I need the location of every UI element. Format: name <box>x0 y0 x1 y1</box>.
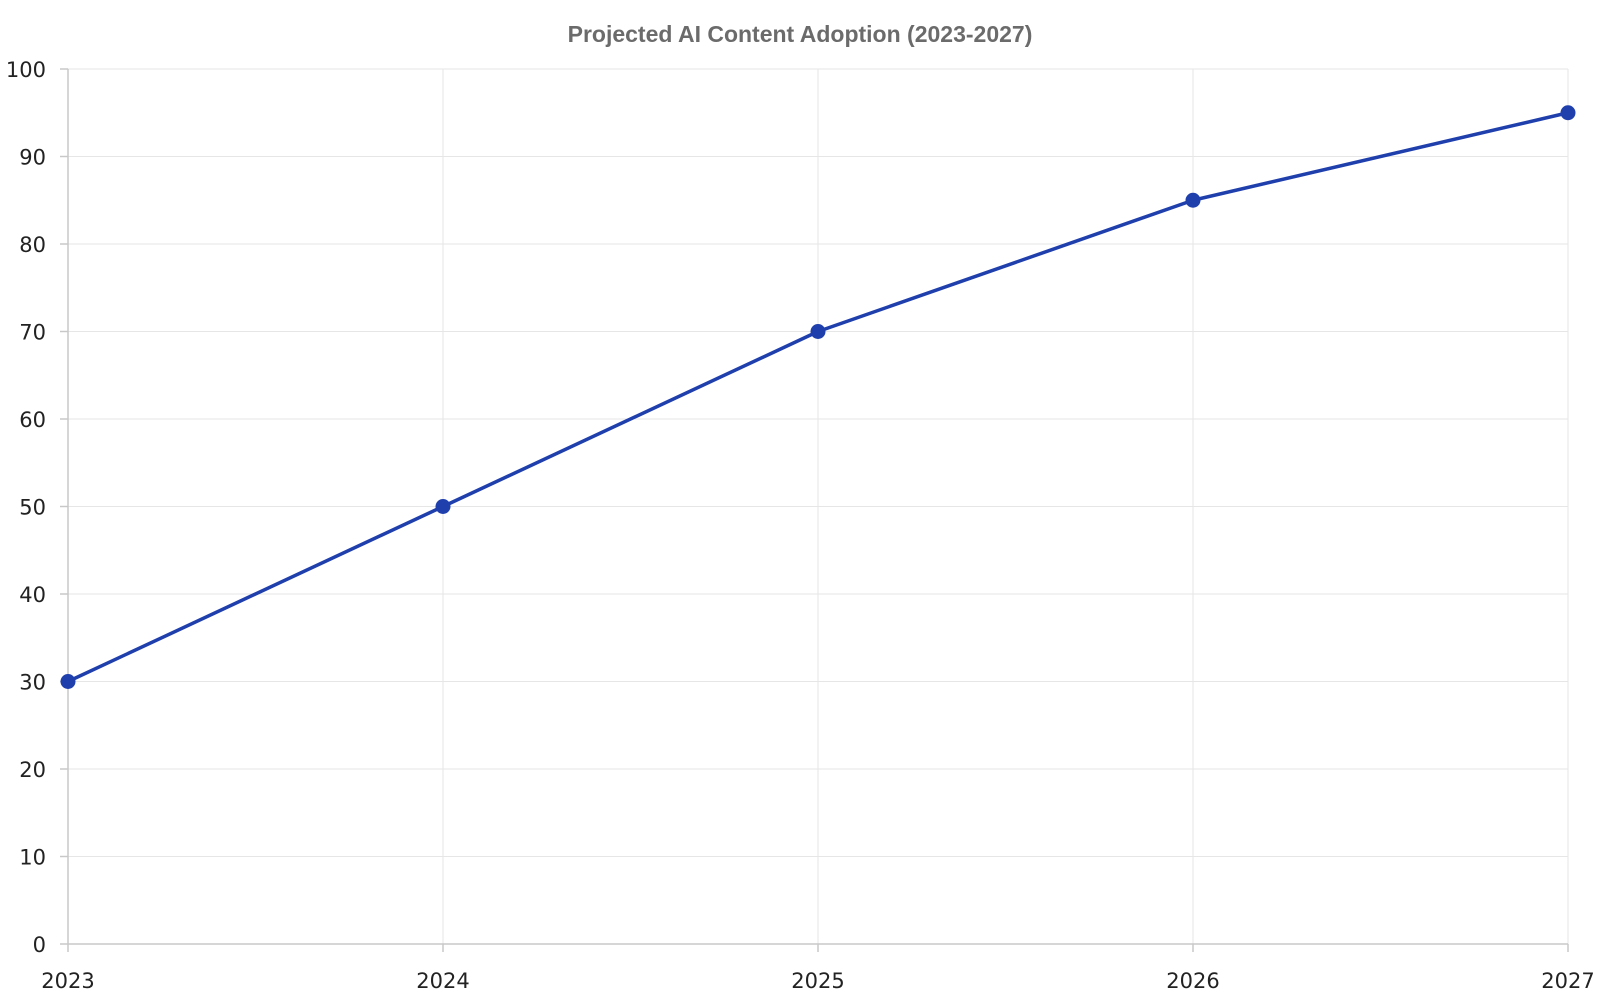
chart-title: Projected AI Content Adoption (2023-2027… <box>568 21 1033 47</box>
y-tick-label: 20 <box>19 758 46 782</box>
axes <box>60 68 1569 952</box>
y-tick-label: 0 <box>33 933 46 957</box>
x-tick-label: 2023 <box>41 969 94 993</box>
x-tick-label: 2025 <box>791 969 844 993</box>
data-point <box>1560 105 1576 121</box>
data-point <box>60 674 76 689</box>
data-point <box>810 324 826 339</box>
y-tick-label: 90 <box>19 146 46 170</box>
y-tick-label: 100 <box>6 58 46 82</box>
grid-lines <box>68 68 1569 944</box>
data-point <box>435 499 451 514</box>
y-tick-label: 60 <box>19 408 46 432</box>
x-tick-label: 2027 <box>1541 969 1594 993</box>
y-tick-label: 10 <box>19 846 46 870</box>
y-tick-label: 30 <box>19 671 46 695</box>
tick-labels: 0 10 20 30 40 50 60 70 80 90 100 2023 2024 2025 2026 20… <box>6 58 1595 993</box>
data-point <box>1185 192 1201 208</box>
series-layer <box>60 105 1576 689</box>
y-tick-label: 80 <box>19 233 46 257</box>
x-tick-label: 2026 <box>1166 969 1219 993</box>
y-tick-label: 40 <box>19 583 46 607</box>
y-tick-label: 70 <box>19 321 46 345</box>
y-tick-label: 50 <box>19 496 46 520</box>
x-tick-label: 2024 <box>416 969 469 993</box>
